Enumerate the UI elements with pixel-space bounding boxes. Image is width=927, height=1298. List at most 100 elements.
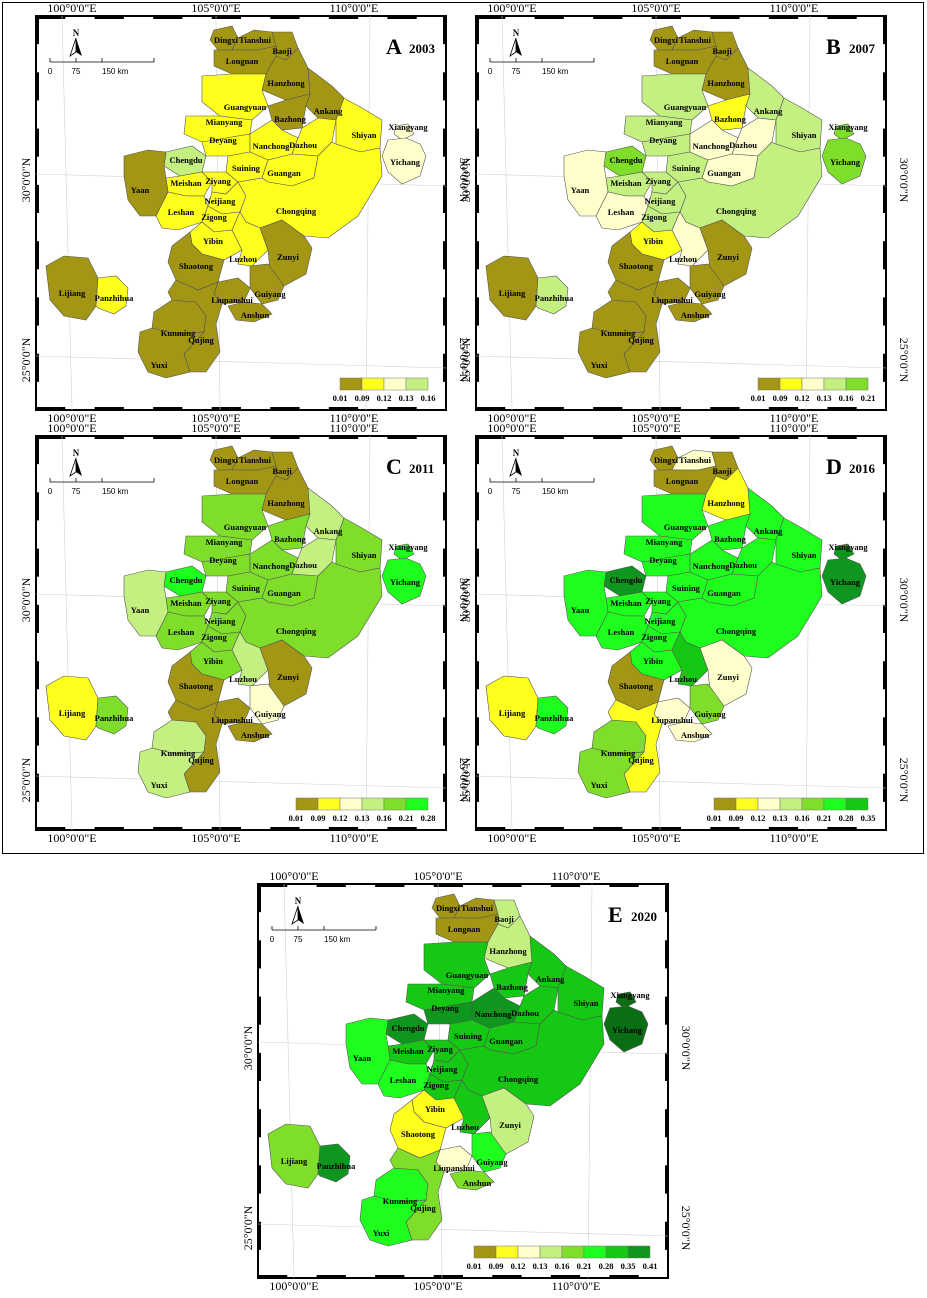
panel-letter: A xyxy=(386,34,402,59)
region-anshun[interactable] xyxy=(449,1169,495,1191)
frame-ticks xyxy=(36,436,446,830)
region-xiangyang[interactable] xyxy=(393,123,415,141)
label-hanzhong: Hanzhong xyxy=(267,78,305,88)
region-qujing[interactable] xyxy=(389,1147,445,1241)
region-yichang[interactable] xyxy=(381,557,427,605)
region-xiangyang[interactable] xyxy=(833,543,855,561)
label-yibin: Yibin xyxy=(425,1104,445,1114)
region-zunyi[interactable] xyxy=(699,219,753,287)
region-anshun[interactable] xyxy=(227,301,273,323)
region-guiyang[interactable] xyxy=(689,683,725,725)
legend-tick: 0.01 xyxy=(751,393,766,403)
map-panel-c: Dingxi Tianshui Baoji Longnan Hanzhong Ankang… xyxy=(35,435,447,831)
label-yaan: Yaan xyxy=(571,185,590,195)
region-panzhihua[interactable] xyxy=(535,275,569,315)
label-leshan: Leshan xyxy=(608,627,635,637)
legend-tick: 0.13 xyxy=(773,813,788,823)
label-yichang: Yichang xyxy=(390,157,421,167)
label-qujing: Qujing xyxy=(188,335,214,345)
legend-swatch xyxy=(779,797,803,811)
region-yuxi[interactable] xyxy=(137,327,205,379)
region-yuxi[interactable] xyxy=(577,327,645,379)
scale-150km: 150 km xyxy=(102,487,129,496)
legend-tick: 0.13 xyxy=(533,1261,548,1271)
region-qujing[interactable] xyxy=(167,279,223,373)
legend-swatch xyxy=(405,377,429,391)
region-guiyang[interactable] xyxy=(471,1131,507,1173)
label-chongqing: Chongqing xyxy=(716,206,757,216)
label-dazhou: Dazhou xyxy=(511,1008,539,1018)
legend-tick: 0.12 xyxy=(511,1261,526,1271)
region-shaotong[interactable] xyxy=(607,231,665,291)
region-yichang[interactable] xyxy=(603,1005,649,1053)
region-guiyang[interactable] xyxy=(249,683,285,725)
label-tianshui: Tianshui xyxy=(239,455,272,465)
region-xiangyang[interactable] xyxy=(833,123,855,141)
label-yuxi: Yuxi xyxy=(591,360,608,370)
region-zunyi[interactable] xyxy=(699,639,753,707)
label-guangan: Guangan xyxy=(707,588,741,598)
label-yuxi: Yuxi xyxy=(151,780,168,790)
north-arrow-icon xyxy=(516,458,522,476)
region-yuxi[interactable] xyxy=(137,747,205,799)
region-qujing[interactable] xyxy=(607,699,663,793)
region-qujing[interactable] xyxy=(607,279,663,373)
legend-swatch xyxy=(317,797,341,811)
region-xiangyang[interactable] xyxy=(615,991,637,1009)
lon-label-top: 100°0'0"E xyxy=(269,869,318,883)
region-panzhihua[interactable] xyxy=(95,275,129,315)
label-kunming: Kunming xyxy=(161,748,196,758)
label-xiangyang: Xiangyang xyxy=(388,542,428,552)
region-xiangyang[interactable] xyxy=(393,543,415,561)
region-yichang[interactable] xyxy=(381,137,427,185)
label-yichang: Yichang xyxy=(390,577,421,587)
label-ziyang: Ziyang xyxy=(205,176,231,186)
scale-0: 0 xyxy=(488,487,493,496)
region-shaotong[interactable] xyxy=(167,651,225,711)
region-zunyi[interactable] xyxy=(481,1087,535,1155)
lon-label-top: 105°0'0"E xyxy=(413,869,462,883)
region-shaotong[interactable] xyxy=(607,651,665,711)
label-shiyan: Shiyan xyxy=(791,130,816,140)
legend-tick: 0.01 xyxy=(333,393,348,403)
label-qujing: Qujing xyxy=(628,755,654,765)
frame-ticks xyxy=(258,884,668,1278)
region-panzhihua[interactable] xyxy=(95,695,129,735)
region-panzhihua[interactable] xyxy=(317,1143,351,1183)
region-panzhihua[interactable] xyxy=(535,695,569,735)
region-yuxi[interactable] xyxy=(577,747,645,799)
region-shaotong[interactable] xyxy=(389,1099,447,1159)
region-shaotong[interactable] xyxy=(167,231,225,291)
label-longnan: Longnan xyxy=(666,476,699,486)
region-zunyi[interactable] xyxy=(259,639,313,707)
label-tianshui: Tianshui xyxy=(239,35,272,45)
region-anshun[interactable] xyxy=(667,721,713,743)
north-label: N xyxy=(513,448,520,458)
region-zunyi[interactable] xyxy=(259,219,313,287)
label-yaan: Yaan xyxy=(571,605,590,615)
scale-150km: 150 km xyxy=(542,67,569,76)
label-kunming: Kunming xyxy=(161,328,196,338)
region-guiyang[interactable] xyxy=(689,263,725,305)
label-zunyi: Zunyi xyxy=(717,252,739,262)
legend-swatch xyxy=(605,1245,629,1259)
legend-swatch xyxy=(517,1245,541,1259)
legend-tick: 0.35 xyxy=(621,1261,636,1271)
panel-year: 2003 xyxy=(409,41,436,56)
region-yuxi[interactable] xyxy=(359,1195,427,1247)
region-anshun[interactable] xyxy=(227,721,273,743)
region-qujing[interactable] xyxy=(167,699,223,793)
region-guiyang[interactable] xyxy=(249,263,285,305)
lon-label-bottom: 110°0'0"E xyxy=(552,1279,601,1293)
legend: 0.01 0.09 0.12 0.13 0.16 0.21 0.28 0.35 xyxy=(707,797,875,823)
region-anshun[interactable] xyxy=(667,301,713,323)
region-yichang[interactable] xyxy=(821,137,867,185)
label-chongqing: Chongqing xyxy=(276,626,317,636)
label-panzhihua: Panzhihua xyxy=(95,293,134,303)
label-shiyan: Shiyan xyxy=(351,130,376,140)
region-yichang[interactable] xyxy=(821,557,867,605)
